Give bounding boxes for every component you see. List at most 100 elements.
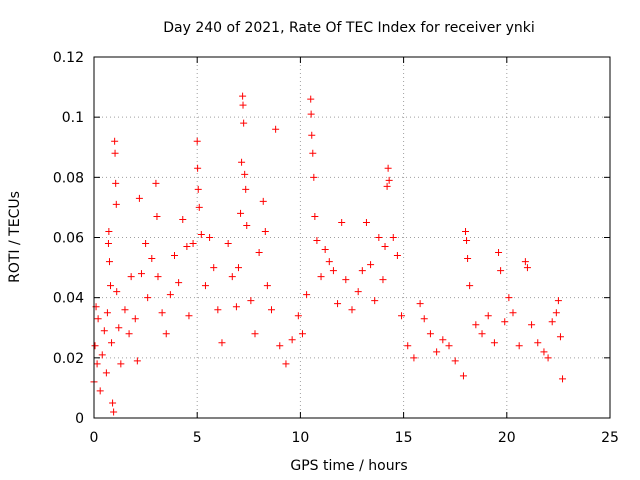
data-point (282, 360, 290, 368)
y-tick-label: 0 (75, 411, 84, 427)
data-point (100, 327, 108, 335)
data-point (148, 255, 156, 263)
data-point (206, 234, 214, 241)
data-point (342, 276, 350, 284)
data-point (329, 267, 337, 275)
data-point (521, 258, 529, 266)
data-point (381, 243, 389, 251)
data-point (311, 212, 319, 220)
x-tick-label: 5 (193, 430, 202, 446)
data-point (194, 185, 202, 193)
data-point (247, 297, 255, 305)
data-point (96, 387, 104, 395)
y-tick-label: 0.08 (53, 170, 84, 186)
data-point (501, 318, 509, 326)
data-point (242, 185, 250, 193)
data-point (484, 312, 492, 320)
data-point (367, 261, 375, 269)
data-point (170, 252, 178, 260)
data-point (552, 309, 560, 317)
data-point (276, 342, 284, 350)
data-point (154, 273, 162, 281)
data-point (237, 209, 245, 217)
data-point (111, 149, 119, 157)
data-point (142, 240, 150, 248)
data-point (433, 348, 441, 356)
data-point (102, 369, 110, 377)
data-point (559, 375, 567, 383)
y-tick-label: 0.04 (53, 291, 84, 307)
data-point (107, 282, 115, 290)
data-point (472, 321, 480, 329)
x-tick-label: 0 (90, 430, 99, 446)
data-point (224, 240, 232, 248)
data-point (393, 252, 401, 260)
data-point (385, 176, 393, 184)
data-point (131, 315, 139, 323)
x-tick-label: 10 (291, 430, 309, 446)
data-point (201, 282, 209, 290)
data-point (416, 300, 424, 308)
data-point (478, 330, 486, 338)
data-point (310, 173, 318, 181)
data-point (232, 303, 240, 311)
x-tick-labels: 0 5 10 15 20 25 (90, 430, 619, 446)
x-tick-label: 20 (498, 430, 516, 446)
data-point (259, 197, 267, 205)
data-point (354, 288, 362, 296)
data-point (371, 297, 379, 305)
data-point (462, 227, 470, 235)
data-point (240, 119, 248, 127)
data-point (313, 237, 321, 245)
data-point (105, 227, 113, 235)
x-tick-label: 25 (601, 430, 619, 446)
data-point (334, 300, 342, 308)
data-point (410, 354, 418, 362)
data-point (325, 258, 333, 266)
chart-title: Day 240 of 2021, Rate Of TEC Index for r… (163, 20, 535, 36)
data-point (137, 270, 145, 278)
grid-lines (94, 57, 610, 418)
data-point (309, 149, 317, 157)
data-point (153, 212, 161, 220)
plot-frame (93, 56, 611, 419)
data-point (451, 357, 459, 365)
data-point (398, 312, 406, 320)
data-point (321, 246, 329, 254)
data-point (523, 264, 531, 272)
data-point (515, 342, 523, 350)
data-point (193, 137, 201, 145)
data-point (490, 339, 498, 347)
data-point (166, 291, 174, 299)
data-point (294, 312, 302, 320)
data-point (152, 179, 160, 187)
data-point (548, 318, 556, 326)
data-point (272, 125, 280, 133)
data-point (556, 333, 564, 341)
data-point (528, 321, 536, 329)
data-point (110, 408, 118, 416)
y-tick-label: 0.1 (62, 110, 84, 126)
data-point (263, 282, 271, 290)
data-point (158, 309, 166, 317)
data-point (113, 288, 121, 296)
data-point (308, 131, 316, 139)
data-point (135, 194, 143, 202)
data-point (445, 342, 453, 350)
data-point (509, 309, 517, 317)
data-point (210, 264, 218, 272)
data-point (194, 164, 202, 172)
data-points (90, 92, 567, 416)
data-point (109, 399, 117, 407)
data-point (185, 312, 193, 320)
data-point (144, 294, 152, 302)
data-point (307, 110, 315, 118)
data-point (239, 101, 247, 109)
data-point (125, 330, 133, 338)
data-point (175, 279, 183, 287)
data-point (197, 230, 205, 238)
data-point (495, 249, 503, 257)
data-point (544, 354, 552, 362)
data-point (420, 315, 428, 323)
